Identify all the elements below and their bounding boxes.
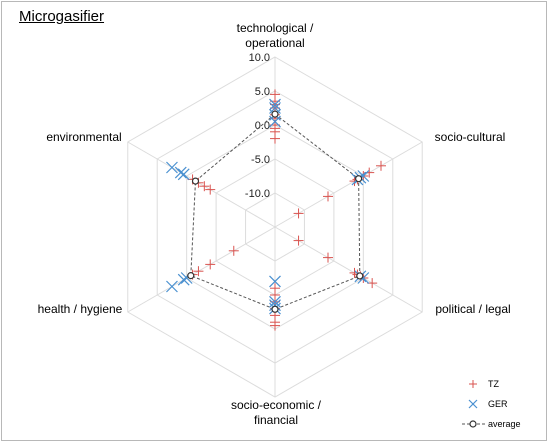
tick-label: -5.0 xyxy=(251,154,270,166)
average-point xyxy=(271,305,279,313)
data-point-tz xyxy=(323,191,334,202)
average-point xyxy=(356,272,364,280)
tick-label: 0.0 xyxy=(255,120,270,132)
average-point xyxy=(187,272,195,280)
axis-label: technological / operational xyxy=(237,21,314,50)
data-point-ger xyxy=(166,161,178,174)
data-point-tz xyxy=(205,184,216,195)
tick-label: -10.0 xyxy=(245,188,270,200)
axis-label: political / legal xyxy=(435,302,510,316)
axis-label: socio-economic / financial xyxy=(231,398,322,427)
tick-label: 10.0 xyxy=(249,52,270,64)
legend-label: average xyxy=(488,419,521,429)
tick-label: 5.0 xyxy=(255,86,270,98)
axis-label: socio-cultural xyxy=(435,130,506,144)
grid-spoke xyxy=(274,141,423,228)
data-point-ger xyxy=(269,115,281,128)
data-point-ger xyxy=(269,98,281,111)
data-point-tz xyxy=(199,181,210,192)
axis-label: health / hygiene xyxy=(38,302,123,316)
chart-title: Microgasifier xyxy=(19,8,105,25)
grid-spoke xyxy=(274,226,423,313)
axis-labels: technological / operational socio-cultural… xyxy=(38,21,511,427)
data-point-tz xyxy=(270,133,280,144)
data-point-tz xyxy=(205,259,216,270)
legend-marker xyxy=(469,420,477,428)
data-point-ger xyxy=(177,168,190,181)
data-point-tz xyxy=(228,245,239,256)
data-point-ger xyxy=(174,166,187,179)
data-point-ger xyxy=(269,295,281,308)
legend-label: TZ xyxy=(488,379,499,389)
average-point xyxy=(271,110,279,118)
legend-marker xyxy=(469,380,477,388)
data-point-tz xyxy=(193,266,204,277)
grid-spoke xyxy=(127,226,276,313)
data-point-ger xyxy=(269,299,281,312)
axis-label: environmental xyxy=(46,130,121,144)
legend-label: GER xyxy=(488,399,508,409)
average-point xyxy=(191,177,200,185)
data-point-tz xyxy=(323,252,334,263)
data-point-tz xyxy=(293,235,304,246)
legend: TZ GER average xyxy=(462,379,521,429)
data-point-ger xyxy=(269,275,281,288)
tick-labels: 10.0 5.0 0.0 -5.0 -10.0 xyxy=(245,52,270,200)
data-point-tz xyxy=(270,283,280,294)
legend-marker xyxy=(468,399,478,409)
data-markers xyxy=(166,89,387,331)
data-point-tz xyxy=(293,208,304,219)
grid-spoke xyxy=(127,141,276,228)
data-point-tz xyxy=(376,160,387,171)
average-point xyxy=(355,175,363,183)
data-point-ger xyxy=(166,280,178,293)
